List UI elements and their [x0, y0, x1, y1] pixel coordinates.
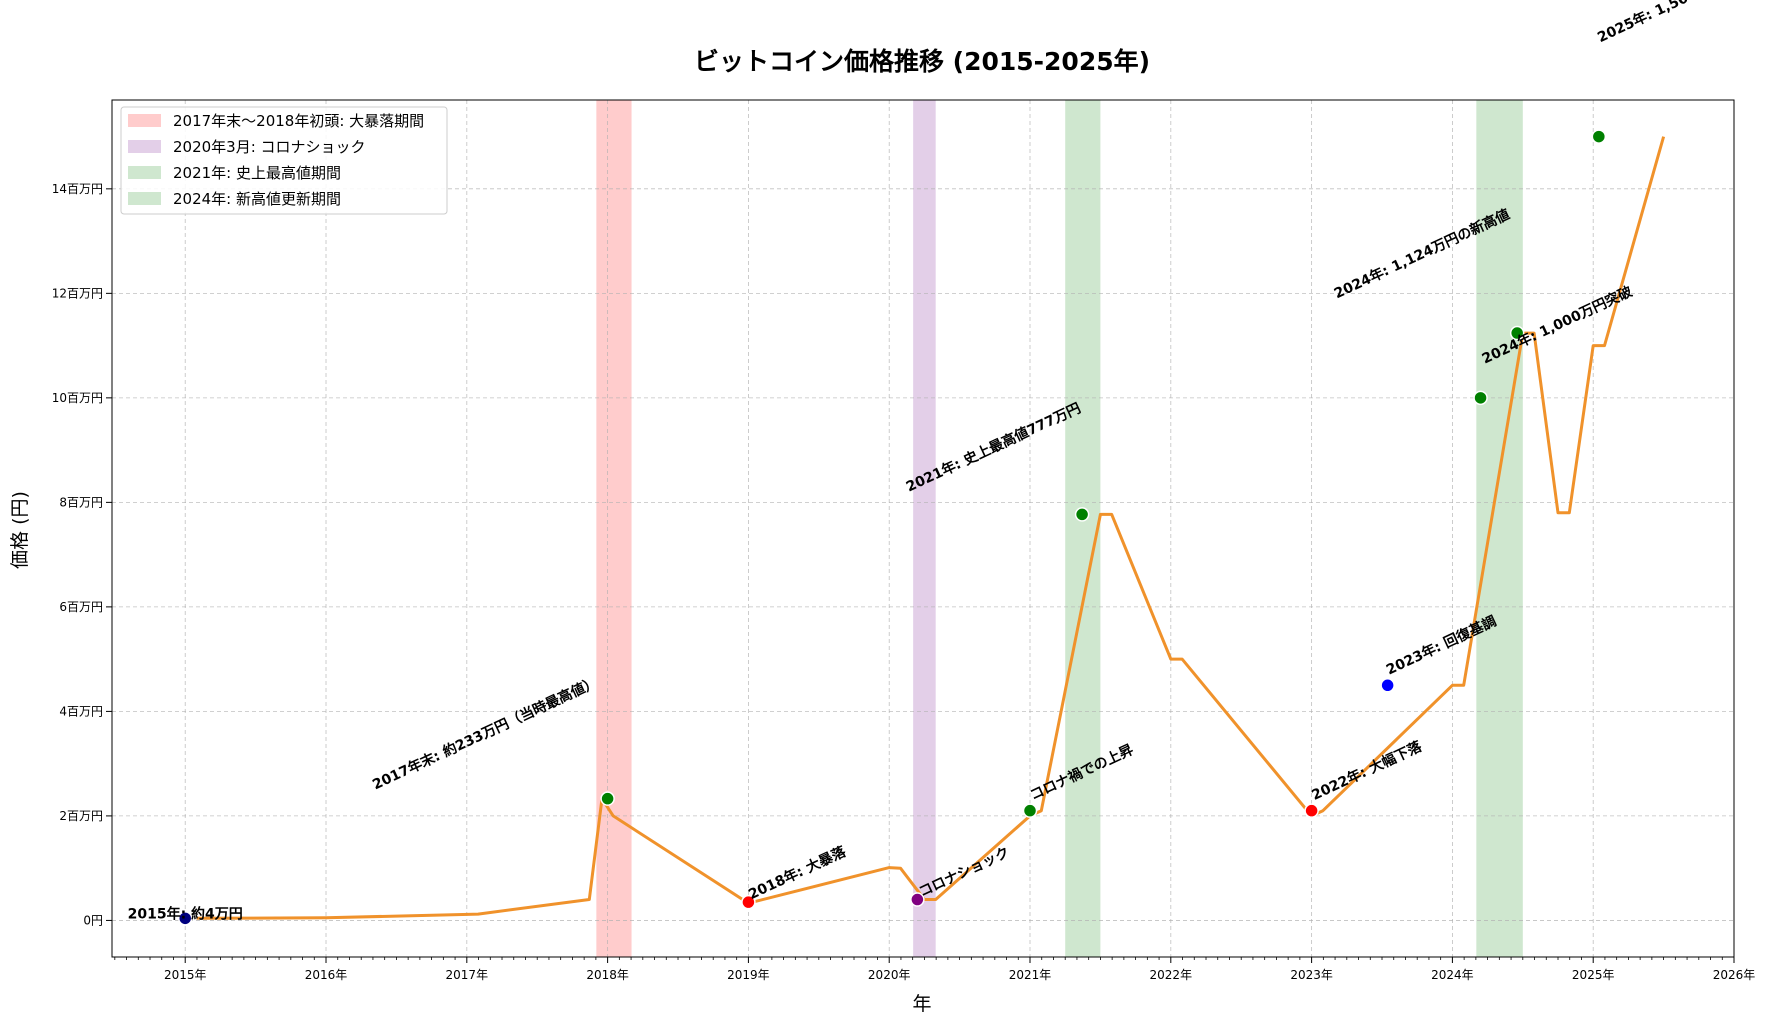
- x-tick-label-9: 2024年: [1431, 968, 1474, 982]
- x-tick-label-6: 2021年: [1009, 968, 1052, 982]
- data-point-marker-6: [1304, 803, 1319, 818]
- y-tick-label-5: 10百万円: [52, 391, 103, 405]
- data-point-marker-9: [1509, 325, 1525, 341]
- x-tick-label-7: 2022年: [1150, 968, 1193, 982]
- plot-frame: [111, 99, 1735, 958]
- chart-title: ビットコイン価格推移 (2015-2025年): [694, 47, 1150, 76]
- data-point-marker-7: [1380, 678, 1395, 693]
- x-tick-label-5: 2020年: [868, 968, 911, 982]
- span-layer: [596, 100, 1523, 957]
- data-point-marker-8: [1473, 390, 1488, 406]
- data-point-marker-2: [741, 894, 756, 910]
- y-tick-label-3: 6百万円: [59, 600, 103, 614]
- line-layer: [196, 136, 1666, 920]
- legend-swatch-1: [128, 140, 161, 153]
- legend-label-0: 2017年末〜2018年初頭: 大暴落期間: [173, 112, 424, 130]
- data-point-marker-5: [1074, 507, 1090, 522]
- x-axis: 2015年 2016年 2017年 2018年 2019年 2020年 2021年 2022年…: [114, 957, 1756, 982]
- x-axis-title: 年: [912, 993, 931, 1015]
- x-tick-label-11: 2026年: [1713, 968, 1756, 982]
- y-tick-label-0: 0円: [83, 913, 103, 927]
- data-point-marker-0: [177, 911, 193, 926]
- data-point-marker-4: [1022, 803, 1038, 818]
- highlight-span-1: [913, 100, 936, 957]
- annotation-0: 2015年: 約4万円: [128, 905, 243, 922]
- data-point-marker-10: [1591, 129, 1607, 144]
- data-point-marker-1: [600, 791, 615, 806]
- x-tick-label-10: 2025年: [1572, 968, 1615, 982]
- x-tick-label-2: 2017年: [446, 968, 489, 982]
- y-axis-title: 価格 (円): [9, 491, 31, 569]
- highlight-span-3: [1476, 100, 1523, 957]
- x-tick-label-4: 2019年: [727, 968, 770, 982]
- y-tick-label-2: 4百万円: [59, 704, 103, 718]
- legend: 2017年末〜2018年初頭: 大暴落期間 2020年3月: コロナショック 202…: [120, 106, 448, 215]
- x-tick-label-8: 2023年: [1290, 968, 1333, 982]
- data-point-marker-3: [910, 892, 925, 907]
- legend-swatch-3: [128, 192, 161, 205]
- marker-layer: [177, 129, 1607, 926]
- highlight-span-2: [1065, 100, 1101, 957]
- x-tick-label-0: 2015年: [164, 968, 207, 982]
- legend-label-2: 2021年: 史上最高値期間: [173, 164, 341, 182]
- legend-swatch-0: [128, 114, 161, 127]
- series-line-0: [196, 136, 1666, 920]
- legend-box: [120, 106, 448, 215]
- legend-swatch-2: [128, 166, 161, 179]
- legend-label-3: 2024年: 新高値更新期間: [173, 190, 341, 208]
- legend-label-1: 2020年3月: コロナショック: [173, 138, 366, 156]
- y-tick-label-7: 14百万円: [52, 182, 103, 196]
- highlight-span-0: [596, 100, 632, 957]
- y-tick-label-6: 12百万円: [52, 286, 103, 300]
- x-tick-label-3: 2018年: [586, 968, 629, 982]
- grid-layer: [112, 100, 1735, 957]
- x-tick-label-1: 2016年: [305, 968, 348, 982]
- y-tick-label-4: 8百万円: [59, 495, 103, 509]
- y-axis: 0円 2百万円 4百万円 6百万円 8百万円 10百万円 12百万円 14百万円: [52, 182, 112, 927]
- y-tick-label-1: 2百万円: [59, 809, 103, 823]
